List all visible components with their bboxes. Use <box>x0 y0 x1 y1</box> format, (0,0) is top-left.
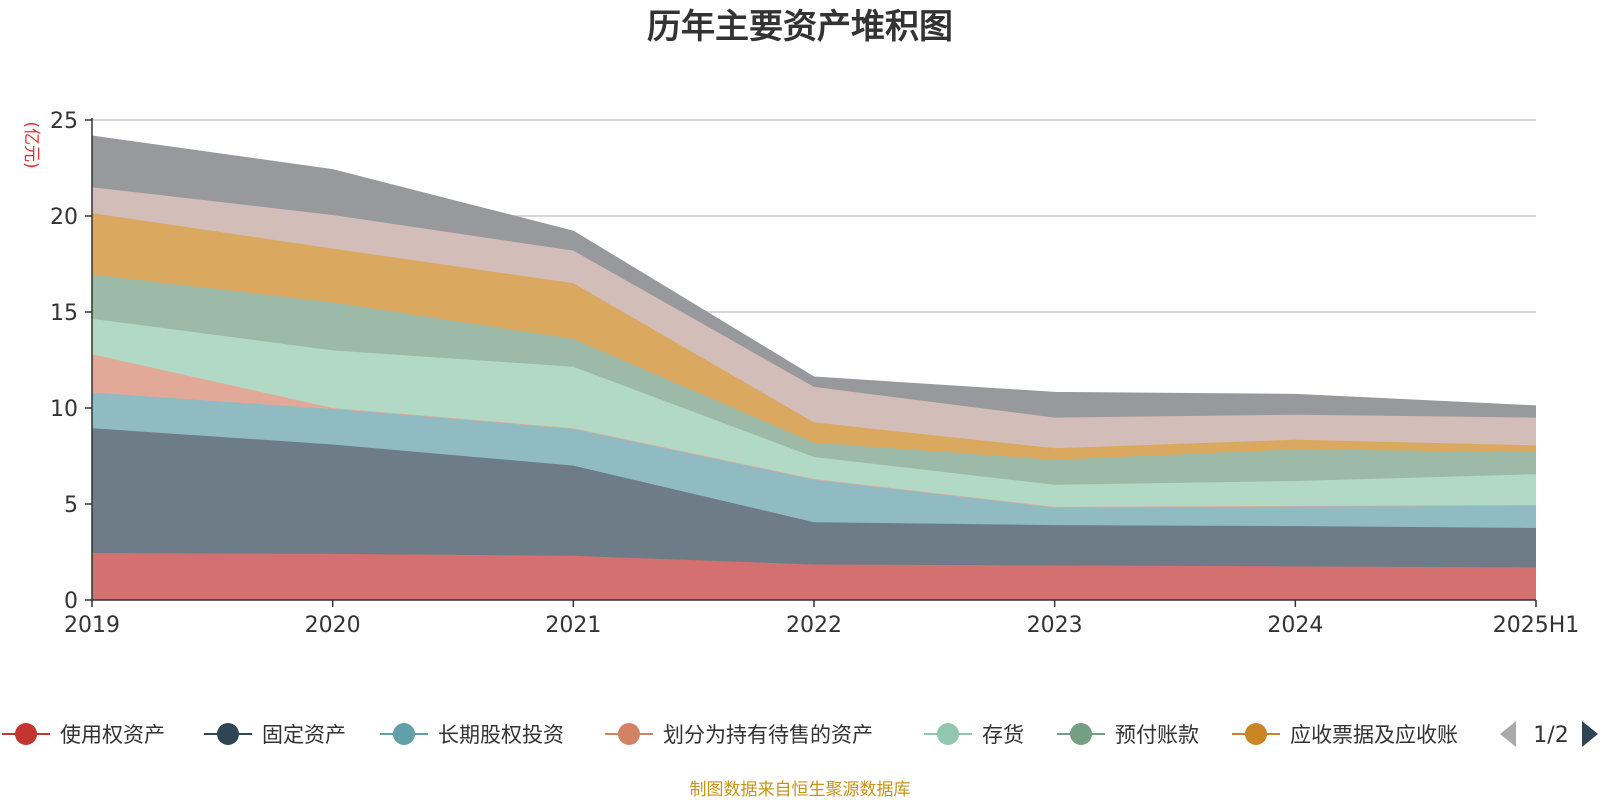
legend-label: 应收票据及应收账 <box>1290 723 1458 747</box>
data-source-note: 制图数据来自恒生聚源数据库 <box>690 780 911 800</box>
legend-label: 固定资产 <box>262 723 346 747</box>
chart-title: 历年主要资产堆积图 <box>647 7 953 47</box>
legend-label: 长期股权投资 <box>438 723 564 747</box>
x-tick-label: 2023 <box>1027 613 1083 638</box>
legend-page-indicator: 1/2 <box>1533 723 1568 748</box>
y-tick-label: 15 <box>50 301 78 326</box>
area-series <box>91 135 1537 600</box>
x-tick-label: 2024 <box>1267 613 1323 638</box>
legend-marker-icon <box>393 723 415 745</box>
legend-item[interactable]: 应收票据及应收账 <box>1232 723 1458 747</box>
area-series-8 <box>92 187 1536 449</box>
legend-marker-icon <box>937 723 959 745</box>
x-tick-label: 2020 <box>305 613 361 638</box>
y-tick-label: 5 <box>64 493 78 518</box>
legend-item[interactable]: 固定资产 <box>204 723 346 747</box>
area-series-9 <box>92 136 1536 418</box>
area-series-2 <box>92 428 1536 568</box>
legend-marker-icon <box>15 723 37 745</box>
area-series-edge <box>91 135 1537 407</box>
legend-item[interactable]: 存货 <box>924 723 1024 747</box>
legend-pager: 1/2 <box>1500 721 1598 748</box>
legend: 使用权资产 固定资产 长期股权投资 划分为持有待售的资产 存货 预付账款 应收票据及应收账 <box>2 723 1458 747</box>
y-tick-label: 25 <box>50 109 78 134</box>
y-tick-label: 10 <box>50 397 78 422</box>
y-axis-unit-label: (亿元) <box>21 121 41 168</box>
y-axis-ticks: 0 5 10 15 20 25 <box>50 109 92 614</box>
area-series-3 <box>92 392 1536 528</box>
x-axis-ticks: 2019 2020 2021 2022 2023 2024 2025H1 <box>64 600 1579 638</box>
y-tick-label: 0 <box>64 589 78 614</box>
legend-label: 存货 <box>982 723 1024 747</box>
y-tick-label: 20 <box>50 205 78 230</box>
x-tick-label: 2019 <box>64 613 120 638</box>
legend-label: 划分为持有待售的资产 <box>663 723 873 747</box>
legend-marker-icon <box>1245 723 1267 745</box>
legend-marker-icon <box>1070 723 1092 745</box>
area-series-1 <box>92 553 1536 600</box>
legend-item[interactable]: 划分为持有待售的资产 <box>605 723 873 747</box>
x-tick-label: 2025H1 <box>1493 613 1580 638</box>
legend-marker-icon <box>217 723 239 745</box>
legend-marker-icon <box>618 723 640 745</box>
legend-item[interactable]: 长期股权投资 <box>380 723 564 747</box>
area-series-7 <box>92 213 1536 460</box>
legend-label: 使用权资产 <box>60 723 165 747</box>
area-series-6 <box>92 274 1536 485</box>
legend-item[interactable]: 预付账款 <box>1057 723 1199 747</box>
legend-label: 预付账款 <box>1115 723 1199 747</box>
x-tick-label: 2021 <box>545 613 601 638</box>
x-tick-label: 2022 <box>786 613 842 638</box>
area-series-5 <box>92 318 1536 507</box>
legend-next-page-icon[interactable] <box>1582 721 1598 747</box>
legend-prev-page-icon[interactable] <box>1500 721 1516 747</box>
legend-item[interactable]: 使用权资产 <box>2 723 165 747</box>
